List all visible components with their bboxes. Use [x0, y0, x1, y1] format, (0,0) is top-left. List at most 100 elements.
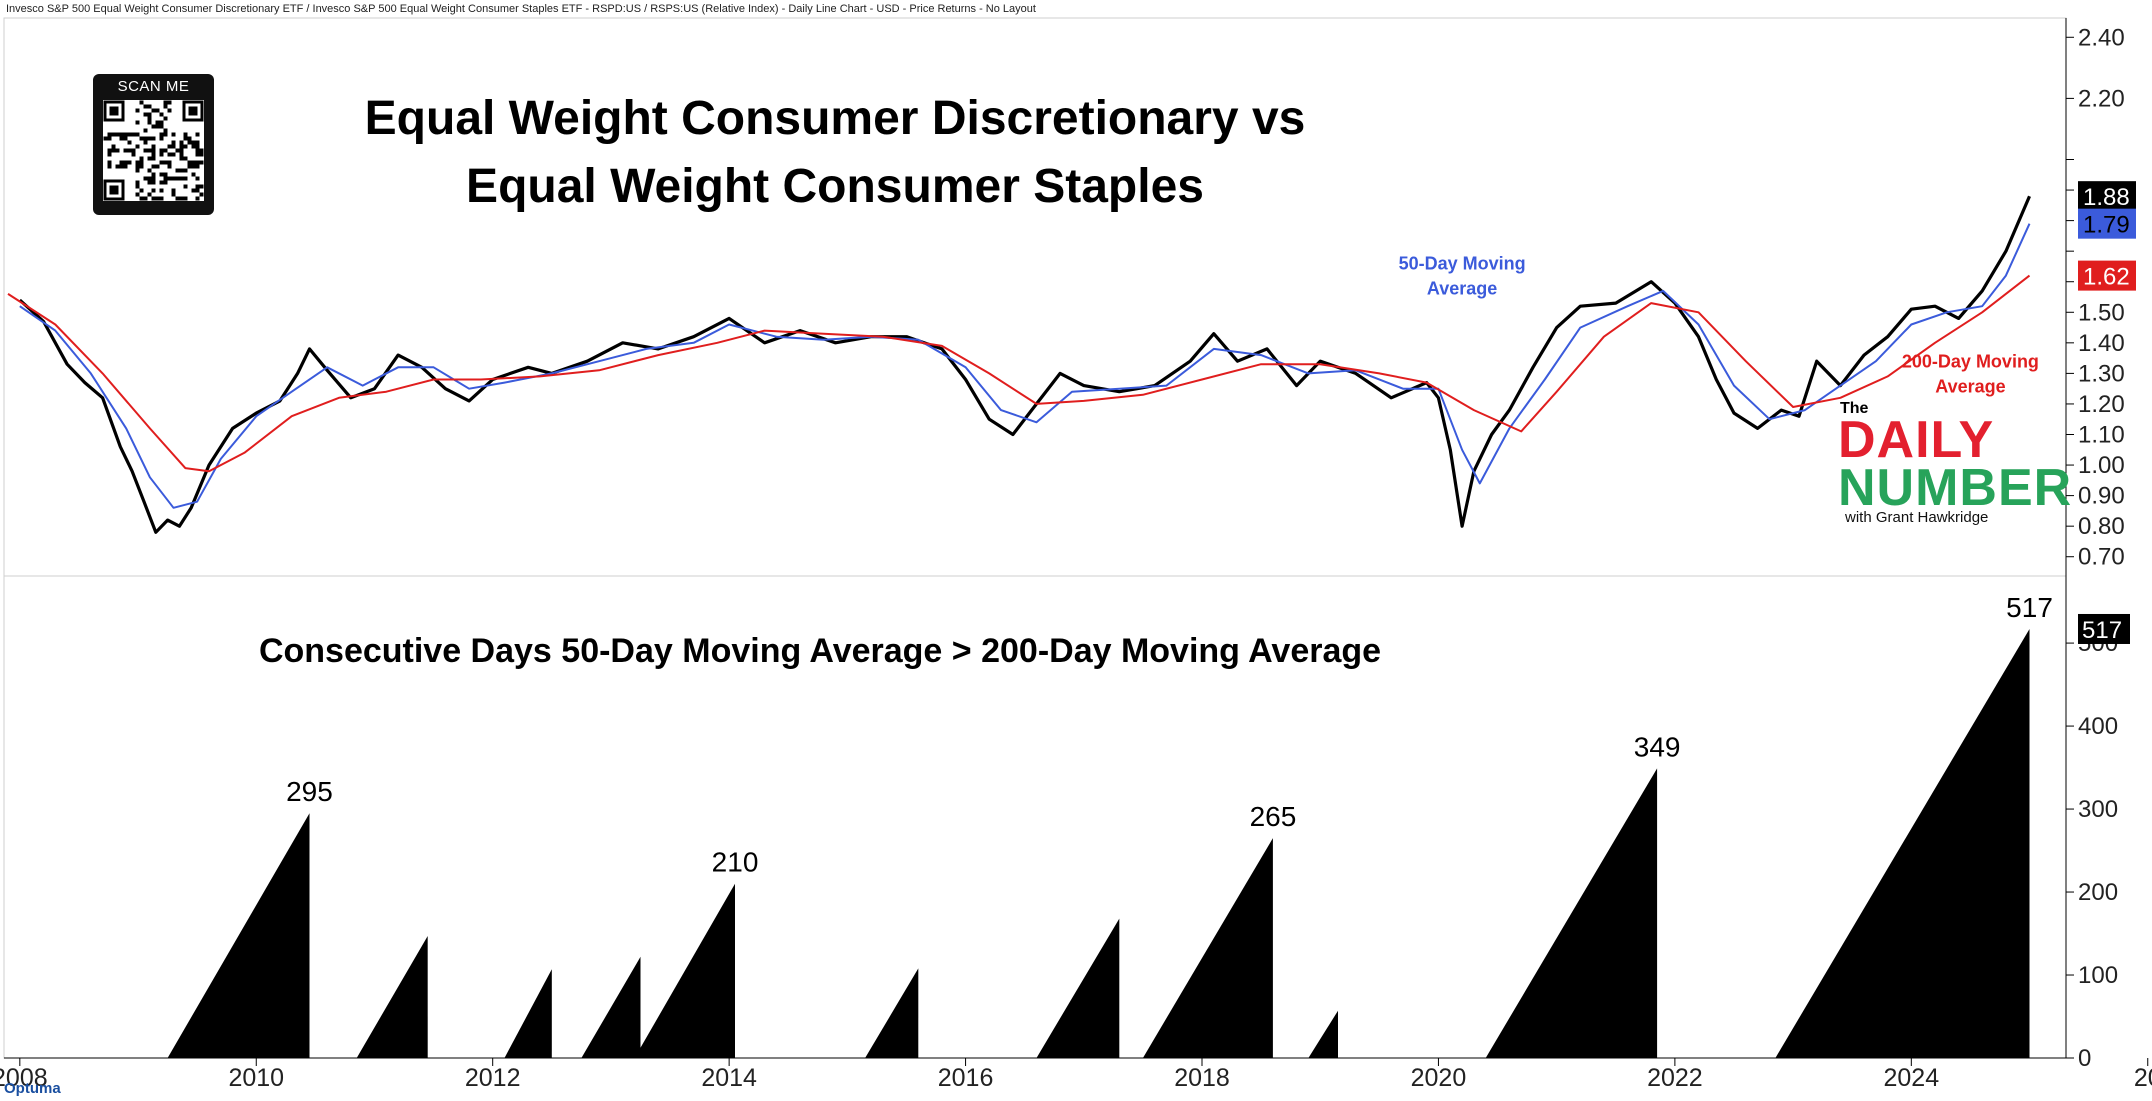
qr-module	[147, 136, 152, 141]
qr-module	[139, 196, 144, 201]
qr-module	[147, 148, 152, 153]
streak-area	[581, 956, 641, 1058]
qr-module	[155, 164, 160, 169]
last-value-label: 1.79	[2083, 212, 2130, 239]
qr-module	[167, 144, 172, 149]
qr-module	[179, 196, 184, 201]
qr-module	[195, 196, 200, 201]
qr-module	[159, 112, 164, 117]
qr-module	[107, 152, 112, 157]
qr-module	[127, 132, 132, 137]
qr-module	[179, 148, 184, 153]
qr-module	[135, 168, 140, 173]
qr-module	[139, 160, 144, 165]
qr-module	[131, 148, 136, 153]
qr-module	[147, 176, 152, 181]
top-ytick-label: 0.70	[2078, 544, 2125, 571]
qr-module	[111, 148, 116, 153]
qr-module	[135, 160, 140, 165]
qr-module	[107, 132, 112, 137]
qr-module	[195, 176, 200, 181]
streak-area	[1142, 838, 1273, 1058]
qr-module	[123, 164, 128, 169]
qr-module	[135, 132, 140, 137]
qr-module	[195, 132, 200, 137]
streak-peak-label: 265	[1250, 801, 1297, 832]
xtick-label: 2008	[0, 1064, 48, 1092]
qr-module	[147, 168, 152, 173]
qr-module	[175, 196, 180, 201]
qr-code-icon	[103, 100, 204, 201]
qr-module	[183, 176, 188, 181]
qr-module	[143, 128, 148, 133]
qr-module	[175, 176, 180, 181]
qr-module	[163, 104, 168, 109]
qr-module	[151, 188, 156, 193]
top-ytick-label: 1.30	[2078, 360, 2125, 387]
qr-module	[135, 192, 140, 197]
qr-module	[167, 164, 172, 169]
xtick-label: 2020	[1411, 1064, 1467, 1092]
qr-module	[143, 196, 148, 201]
top-ytick-label: 0.80	[2078, 513, 2125, 540]
qr-module	[159, 180, 164, 185]
qr-module	[151, 136, 156, 141]
qr-module	[183, 136, 188, 141]
last-value-label: 1.62	[2083, 264, 2130, 291]
qr-module	[167, 152, 172, 157]
qr-module	[151, 176, 156, 181]
qr-module	[127, 148, 132, 153]
qr-module	[147, 156, 152, 161]
qr-module	[143, 112, 148, 117]
streak-peak-label: 210	[712, 847, 759, 878]
qr-module	[135, 184, 140, 189]
relative-price-panel: 50-Day Moving Average 200-Day Moving Averag…	[3, 17, 2067, 577]
qr-module	[187, 164, 192, 169]
qr-code-badge[interactable]: SCAN ME	[93, 74, 214, 215]
qr-module	[191, 160, 196, 165]
qr-module	[199, 148, 204, 153]
top-chart-title: Equal Weight Consumer Discretionary vs	[365, 92, 1306, 145]
series-annotation: 50-Day Moving	[1399, 254, 1526, 274]
qr-module	[195, 184, 200, 189]
qr-module	[155, 120, 160, 125]
last-value-tag	[2078, 260, 2136, 291]
chart-header-description: Invesco S&P 500 Equal Weight Consumer Di…	[6, 3, 1036, 15]
bottom-ytick-label: 400	[2078, 713, 2118, 740]
ma200-line	[7, 274, 2031, 473]
bottom-ytick-label: 0	[2078, 1045, 2091, 1072]
qr-module	[183, 184, 188, 189]
last-value-tag	[2078, 181, 2136, 212]
qr-module	[119, 136, 124, 141]
qr-module	[143, 148, 148, 153]
qr-module	[151, 108, 156, 113]
qr-module	[195, 160, 200, 165]
qr-module	[147, 112, 152, 117]
top-ytick-label: 1.40	[2078, 330, 2125, 357]
qr-module	[159, 136, 164, 141]
qr-module	[195, 140, 200, 145]
qr-module	[151, 144, 156, 149]
qr-module	[143, 140, 148, 145]
bottom-ytick-label: 300	[2078, 796, 2118, 823]
qr-module	[171, 144, 176, 149]
streak-area	[167, 813, 310, 1058]
optuma-brand: Optuma	[4, 1080, 61, 1097]
qr-caption: SCAN ME	[117, 78, 190, 95]
series-annotation: Average	[1935, 376, 2005, 396]
streak-area	[1308, 1010, 1338, 1058]
last-value-tag	[2078, 208, 2136, 239]
qr-module	[135, 164, 140, 169]
qr-module	[199, 184, 204, 189]
qr-module	[159, 148, 164, 153]
qr-module	[151, 196, 156, 201]
ma50-line	[19, 223, 2031, 509]
qr-module	[147, 192, 152, 197]
qr-finder-core	[109, 185, 119, 195]
qr-module	[179, 152, 184, 157]
bottom-ytick-label: 100	[2078, 962, 2118, 989]
qr-module	[171, 176, 176, 181]
qr-module	[195, 188, 200, 193]
qr-module	[183, 168, 188, 173]
